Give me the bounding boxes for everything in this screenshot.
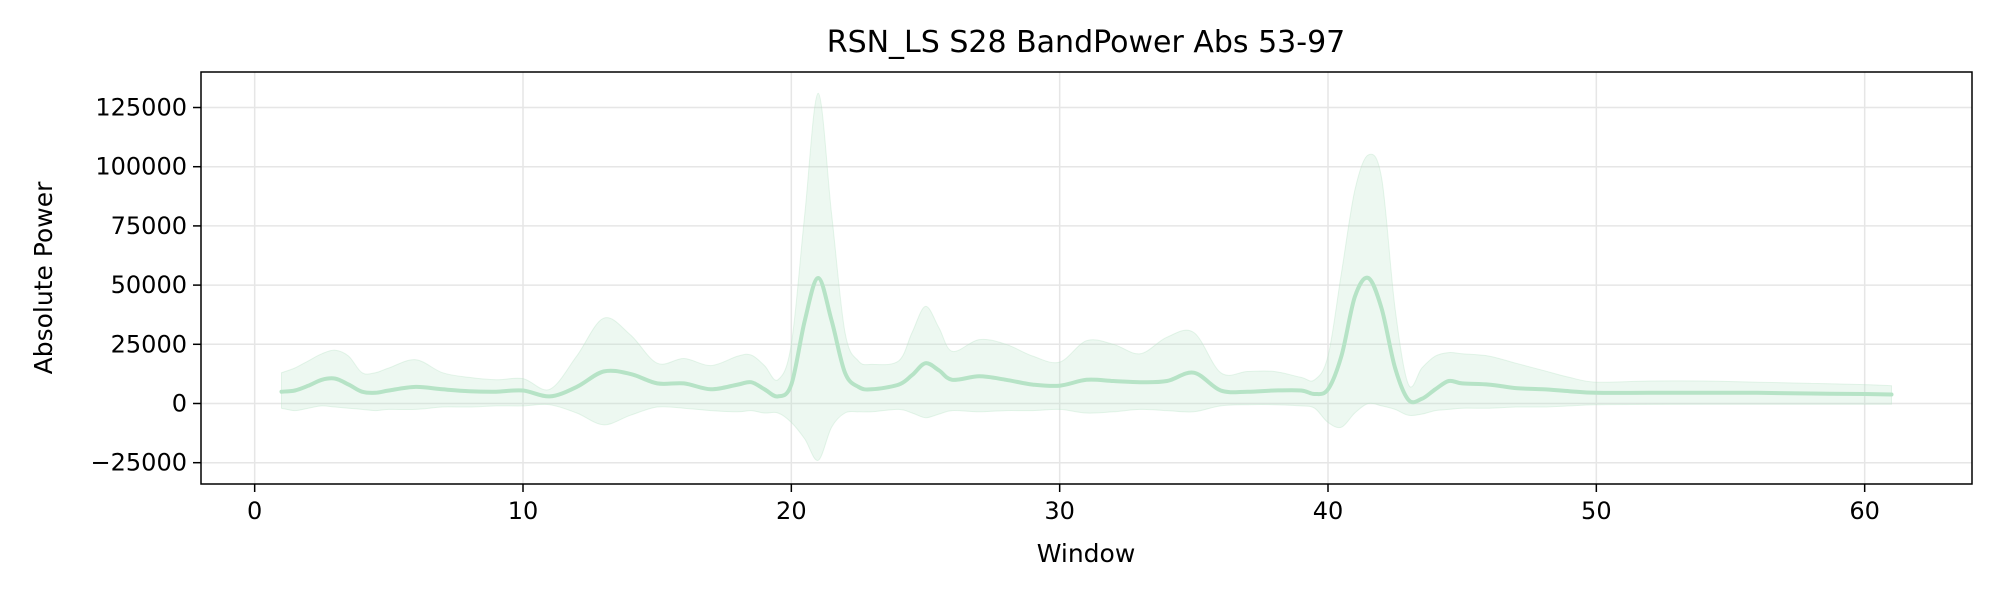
x-tick-label: 20: [776, 497, 807, 525]
y-tick-label: 75000: [111, 212, 187, 240]
x-tick-label: 10: [508, 497, 539, 525]
x-tick-label: 50: [1581, 497, 1612, 525]
y-axis-label: Absolute Power: [29, 181, 58, 375]
x-axis-label: Window: [1037, 539, 1136, 568]
plot-area-frame: [200, 71, 1973, 485]
y-tick-label: 125000: [95, 94, 187, 122]
confidence-band: [281, 92, 1892, 461]
x-tick-label: 30: [1044, 497, 1075, 525]
y-tick-label: 50000: [111, 271, 187, 299]
y-tick-label: −25000: [91, 449, 187, 477]
y-tick-label: 100000: [95, 153, 187, 181]
grid: [201, 72, 1972, 484]
x-axis-ticks: 0 10 20 30 40 50 60: [247, 484, 1880, 525]
mean-series-line: [279, 275, 1894, 405]
y-tick-label: 25000: [111, 330, 187, 358]
y-tick-label: 0: [172, 389, 187, 417]
x-tick-label: 60: [1849, 497, 1880, 525]
x-tick-label: 0: [247, 497, 262, 525]
x-tick-label: 40: [1313, 497, 1344, 525]
chart-title: RSN_LS S28 BandPower Abs 53-97: [827, 25, 1346, 60]
y-axis-ticks: −25000 0 25000 50000 75000 100000 125000: [91, 94, 201, 477]
